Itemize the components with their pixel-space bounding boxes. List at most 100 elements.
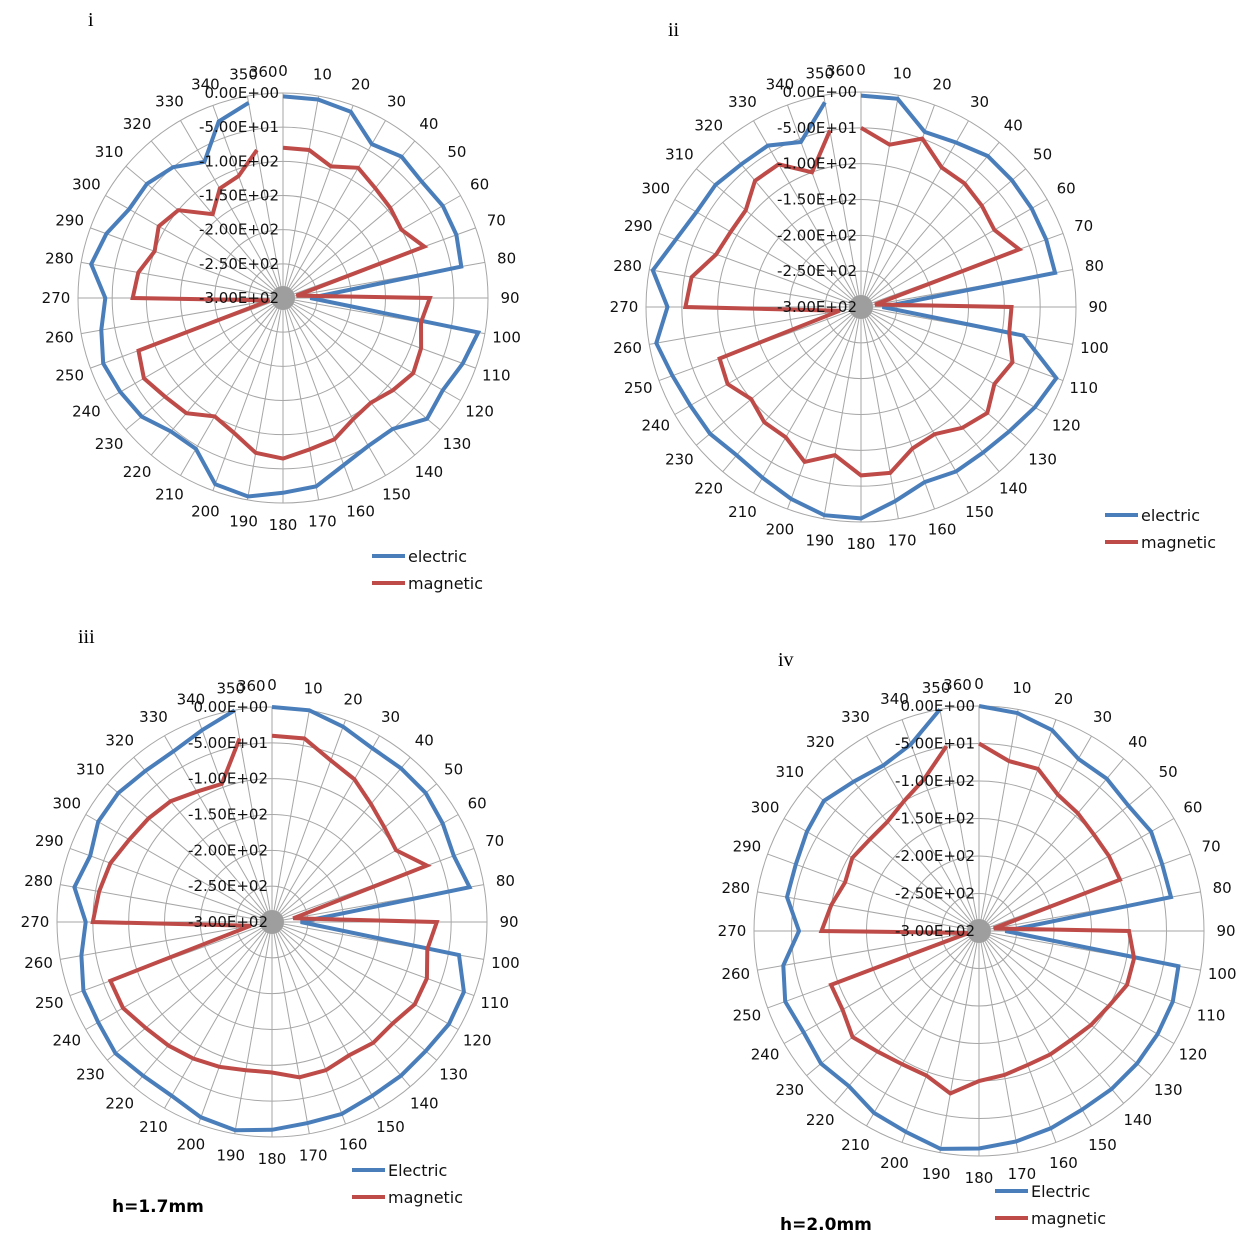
angle-label: 150 (376, 1118, 405, 1136)
angle-label: 110 (1197, 1007, 1226, 1025)
grid-spoke (674, 199, 862, 308)
angle-label: 110 (482, 367, 511, 385)
angle-label: 160 (928, 521, 957, 539)
grid-spoke (866, 735, 980, 932)
grid-spoke (271, 921, 411, 1088)
radial-tick-label: -1.00E+02 (777, 155, 857, 173)
angle-label: 60 (468, 795, 487, 813)
grid-spoke (674, 306, 862, 415)
angle-label: 90 (1216, 922, 1235, 940)
angle-label: 100 (1208, 965, 1237, 983)
angle-label: 130 (439, 1065, 468, 1083)
angle-label: 60 (1057, 180, 1076, 198)
angle-label: 180 (965, 1169, 994, 1187)
grid-spoke (81, 297, 284, 335)
grid-spoke (125, 297, 284, 431)
angle-label: 260 (613, 339, 642, 357)
grid-spoke (833, 758, 980, 932)
angle-label: 100 (491, 954, 520, 972)
grid-spoke (246, 297, 284, 500)
angle-label: 170 (299, 1146, 328, 1164)
angle-label: 50 (447, 143, 466, 161)
angle-label: 120 (1052, 417, 1081, 435)
grid-spoke (978, 930, 1125, 1104)
radial-tick-label: -3.00E+02 (895, 922, 975, 940)
grid-spoke (271, 783, 438, 923)
angle-label: 30 (381, 708, 400, 726)
angle-label: 40 (419, 115, 438, 133)
grid-spoke (180, 120, 284, 299)
grid-spoke (823, 306, 862, 519)
grid-spoke (695, 306, 862, 446)
angle-label: 300 (52, 795, 81, 813)
legend-label: magnetic (388, 1188, 463, 1207)
angle-label: 230 (665, 450, 694, 468)
radial-tick-label: -5.00E+01 (199, 118, 279, 136)
polar-chart-ii: 0.00E+00 -5.00E+01 -1.00E+02 -1.50E+02 -2.00… (610, 19, 1216, 553)
center-hub (260, 910, 284, 934)
grid-spoke (978, 709, 1019, 932)
angle-label: 80 (497, 250, 516, 268)
grid-spoke (60, 921, 273, 960)
radial-tick-label: -5.00E+01 (895, 735, 975, 753)
polar-chart-iii: 0.00E+00 -5.00E+01 -1.00E+02 -1.50E+02 -2.00… (21, 626, 520, 1217)
angle-label: 80 (496, 872, 515, 890)
grid-spoke (753, 120, 862, 308)
panel-label: iv (778, 649, 794, 671)
grid-spoke (860, 199, 1048, 308)
angle-label: 120 (1179, 1046, 1208, 1064)
grid-spoke (860, 306, 1000, 473)
grid-spoke (105, 297, 284, 401)
angle-label: 10 (893, 65, 912, 83)
angle-label: 290 (35, 832, 64, 850)
radial-tick-label: -1.00E+02 (199, 152, 279, 170)
radial-tick-label: -1.50E+02 (199, 187, 279, 205)
angle-label: 160 (1049, 1154, 1078, 1172)
angle-label: 280 (45, 250, 74, 268)
radial-tick-label: -1.00E+02 (895, 772, 975, 790)
angle-label: 190 (805, 531, 834, 549)
angle-label: 290 (624, 217, 653, 235)
angle-label: 130 (1154, 1081, 1183, 1099)
grid-spoke (133, 756, 273, 923)
grid-spoke (105, 195, 284, 299)
grid-spoke (978, 719, 1057, 932)
thickness-note: h=2.0mm (780, 1215, 872, 1235)
grid-spoke (197, 719, 273, 923)
grid-spoke (901, 719, 980, 932)
grid-spoke (901, 930, 980, 1143)
grid-spoke (783, 930, 980, 1044)
grid-spoke (60, 884, 273, 923)
radial-tick-label: -2.50E+02 (777, 262, 857, 280)
angle-label: 270 (718, 922, 747, 940)
angle-label: 360 (826, 62, 855, 80)
radial-tick-label: -1.00E+02 (188, 770, 268, 788)
angle-label: 160 (346, 502, 375, 520)
panel-label: i (88, 9, 94, 31)
grid-spoke (978, 930, 1057, 1143)
grid-spoke (271, 921, 475, 997)
grid-spoke (860, 120, 969, 308)
radial-tick-label: 0.00E+00 (204, 84, 279, 102)
series-line-electric (72, 705, 473, 1133)
angle-label: 210 (155, 486, 184, 504)
grid-spoke (939, 930, 980, 1153)
grid-spoke (860, 95, 899, 308)
grid-spoke (783, 818, 980, 932)
grid-spoke (271, 921, 380, 1109)
grid-spoke (860, 306, 936, 510)
legend: Electric magnetic (352, 1161, 463, 1207)
grid-spoke (282, 297, 461, 401)
legend-label: Electric (1031, 1182, 1090, 1201)
angle-label: 350 (922, 679, 951, 697)
angle-label: 150 (382, 486, 411, 504)
grid-spoke (125, 165, 284, 299)
radial-tick-label: -3.00E+02 (199, 289, 279, 307)
grid-spoke (69, 847, 273, 923)
radial-tick-label: 0.00E+00 (193, 698, 268, 716)
angle-label: 360 (943, 676, 972, 694)
angle-label: 70 (485, 832, 504, 850)
radial-tick-label: -2.00E+02 (777, 226, 857, 244)
legend: Electric magnetic (995, 1182, 1106, 1228)
angle-label: 200 (880, 1154, 909, 1172)
